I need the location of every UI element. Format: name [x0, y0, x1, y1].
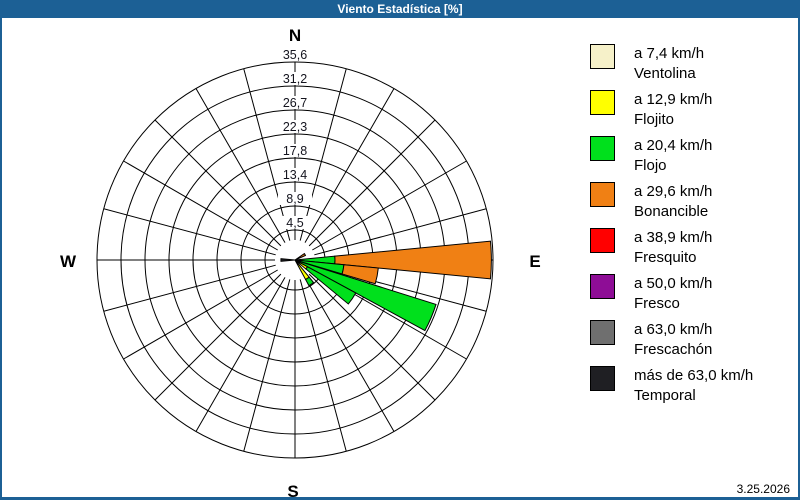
legend-swatch-bonancible: [590, 182, 615, 207]
legend-speed-label: a 63,0 km/h: [634, 321, 713, 338]
ring-tick-label: 35,6: [283, 48, 307, 62]
legend-swatch-ventolina: [590, 44, 615, 69]
grid-spoke: [154, 273, 282, 401]
grid-spoke: [312, 160, 467, 251]
grid-spoke: [195, 88, 286, 243]
ring-tick-label: 4,5: [286, 216, 303, 230]
ring-tick-label: 13,4: [283, 168, 307, 182]
ring-label-bg: [278, 168, 312, 181]
ring-tick-label: 17,8: [283, 144, 307, 158]
wind-rose-bar-segment: [294, 259, 437, 332]
grid-spoke: [154, 119, 282, 247]
legend-name-label: Frescachón: [634, 341, 713, 358]
legend-name-label: Flojo: [634, 157, 667, 174]
legend-item-ventolina: a 7,4 km/h Ventolina: [590, 44, 795, 84]
ring-label-bg: [278, 96, 312, 109]
grid-spoke: [304, 277, 395, 432]
legend-swatch-frescachon: [590, 320, 615, 345]
grid-spoke: [103, 264, 276, 312]
grid-spoke: [243, 68, 291, 241]
ring-tick-label: 22,3: [283, 120, 307, 134]
ring-label-bg: [278, 48, 312, 61]
window-title: Viento Estadística [%]: [337, 2, 463, 16]
legend-speed-label: a 29,6 km/h: [634, 183, 713, 200]
legend-item-frescachon: a 63,0 km/h Frescachón: [590, 320, 795, 360]
legend-swatch-temporal: [590, 366, 615, 391]
ring-label-bg: [278, 192, 312, 205]
ring-label-bg: [278, 144, 312, 157]
compass-north-label: N: [289, 26, 301, 45]
legend-name-label: Fresquito: [634, 249, 697, 266]
wind-speed-legend: a 7,4 km/h Ventolina a 12,9 km/h Flojito…: [590, 44, 795, 412]
ring-label-bg: [278, 72, 312, 85]
ring-tick-label: 26,7: [283, 96, 307, 110]
grid-spoke: [123, 160, 278, 251]
legend-swatch-flojo: [590, 136, 615, 161]
legend-speed-label: a 7,4 km/h: [634, 45, 705, 62]
status-date: 3.25.2026: [736, 482, 790, 496]
legend-speed-label: a 12,9 km/h: [634, 91, 713, 108]
legend-name-label: Fresco: [634, 295, 680, 312]
wind-rose-bar-segment: [304, 276, 315, 287]
wind-rose-bar-segment: [280, 258, 296, 262]
ring-tick-label: 31,2: [283, 72, 307, 86]
legend-speed-label: más de 63,0 km/h: [634, 367, 754, 384]
grid-spoke: [308, 119, 436, 247]
legend-item-flojito: a 12,9 km/h Flojito: [590, 90, 795, 130]
grid-spoke: [123, 269, 278, 360]
grid-spoke: [103, 208, 276, 256]
ring-label-bg: [278, 120, 312, 133]
legend-swatch-flojito: [590, 90, 615, 115]
wind-rose-bar-segment: [294, 252, 307, 261]
legend-swatch-fresquito: [590, 228, 615, 253]
legend-speed-label: a 38,9 km/h: [634, 229, 713, 246]
window-titlebar: Viento Estadística [%]: [2, 0, 798, 18]
legend-speed-label: a 50,0 km/h: [634, 275, 713, 292]
compass-east-label: E: [529, 252, 540, 271]
grid-spoke: [314, 208, 487, 256]
ring-tick-label: 8,9: [286, 192, 303, 206]
legend-name-label: Temporal: [634, 387, 696, 404]
legend-speed-label: a 20,4 km/h: [634, 137, 713, 154]
grid-spoke: [299, 68, 347, 241]
compass-west-label: W: [60, 252, 77, 271]
legend-name-label: Ventolina: [634, 65, 696, 82]
legend-item-flojo: a 20,4 km/h Flojo: [590, 136, 795, 176]
wind-rose-svg: 4,5 8,9 13,4 17,8 22,3 26,7 31,2 35,6 N E S W: [60, 26, 541, 500]
legend-item-fresquito: a 38,9 km/h Fresquito: [590, 228, 795, 268]
legend-name-label: Flojito: [634, 111, 675, 128]
legend-swatch-fresco: [590, 274, 615, 299]
legend-name-label: Bonancible: [634, 203, 709, 220]
grid-spoke: [195, 277, 286, 432]
compass-south-label: S: [287, 482, 298, 500]
wind-rose-bar-segment: [341, 264, 379, 285]
grid-spoke: [304, 88, 395, 243]
ring-label-bg: [278, 216, 312, 229]
legend-item-fresco: a 50,0 km/h Fresco: [590, 274, 795, 314]
wind-rose-bar-segment: [305, 266, 357, 305]
wind-rose-bar-segment: [334, 240, 492, 280]
grid-spoke: [308, 273, 436, 401]
legend-item-temporal: más de 63,0 km/h Temporal: [590, 366, 795, 406]
wind-rose-chart: 4,5 8,9 13,4 17,8 22,3 26,7 31,2 35,6 N E S W: [2, 18, 798, 500]
legend-item-bonancible: a 29,6 km/h Bonancible: [590, 182, 795, 222]
grid-spoke: [299, 279, 347, 452]
grid-spoke: [243, 279, 291, 452]
